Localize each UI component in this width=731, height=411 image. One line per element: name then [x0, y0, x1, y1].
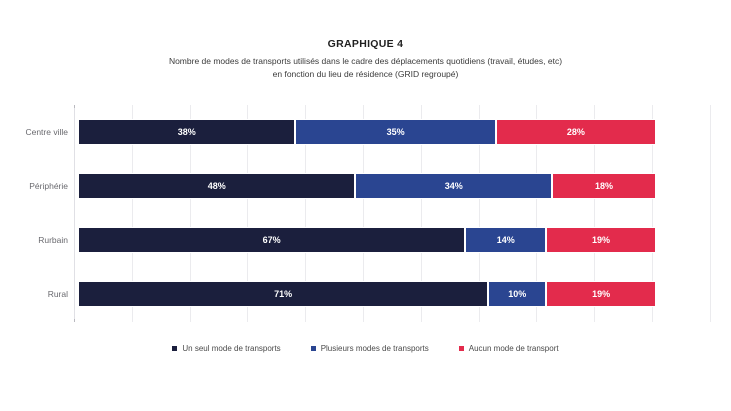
bar-value-label: 71%	[274, 289, 293, 299]
gridline	[131, 105, 133, 322]
chart-subtitle-line2: en fonction du lieu de résidence (GRID r…	[272, 69, 459, 79]
gridline	[536, 105, 538, 322]
bar-segment: 10%	[488, 281, 547, 307]
bar-segment: 67%	[78, 227, 466, 253]
bar-segment: 34%	[355, 173, 552, 199]
chart-title: GRAPHIQUE 4	[327, 38, 404, 50]
bar-value-label: 19%	[592, 235, 611, 245]
category-label: Périphérie	[29, 181, 68, 191]
category-label: Rural	[47, 289, 68, 299]
legend-item: Plusieurs modes de transports	[310, 344, 429, 353]
gridline	[652, 105, 653, 322]
gridline	[189, 105, 191, 322]
gridline	[305, 105, 307, 322]
legend-item: Un seul mode de transports	[172, 344, 281, 353]
bar-segment: 19%	[546, 281, 656, 307]
legend-swatch-icon	[310, 346, 316, 351]
gridline	[594, 105, 596, 322]
category-label: Centre ville	[25, 127, 68, 137]
bar-row: 38% 35% 28%	[78, 119, 656, 145]
bar-segment: 14%	[465, 227, 547, 253]
bar-row: 48% 34% 18%	[78, 173, 656, 199]
bar-value-label: 35%	[386, 127, 405, 137]
bar-value-label: 28%	[566, 127, 585, 137]
bar-segment: 38%	[78, 119, 296, 145]
legend-swatch-icon	[458, 346, 464, 351]
bar-segment: 35%	[295, 119, 496, 145]
gridline	[709, 105, 711, 322]
axis-line	[74, 105, 75, 322]
gridline	[247, 105, 249, 322]
bar-segment: 71%	[78, 281, 489, 307]
bar-value-label: 38%	[177, 127, 196, 137]
bar-value-label: 48%	[207, 181, 226, 191]
chart-bars: 38% 35% 28% 48% 34% 18% 67% 14% 19% 71% 10% 19%	[78, 105, 656, 322]
bar-value-label: 14%	[496, 235, 515, 245]
legend-item-label: Un seul mode de transports	[182, 344, 281, 353]
chart-subtitle: Nombre de modes de transports utilisés d…	[0, 55, 731, 81]
gridline	[478, 105, 480, 322]
chart-category-labels: Centre ville Périphérie Rurbain Rural	[0, 105, 68, 322]
bar-segment: 19%	[546, 227, 656, 253]
gridline	[420, 105, 422, 322]
bar-segment: 18%	[551, 173, 656, 199]
category-label: Rurbain	[38, 235, 68, 245]
bar-segment: 28%	[495, 119, 656, 145]
chart-subtitle-line1: Nombre de modes de transports utilisés d…	[168, 56, 563, 66]
bar-row: 67% 14% 19%	[78, 227, 656, 253]
chart-legend: Un seul mode de transports Plusieurs mode…	[0, 344, 731, 353]
legend-swatch-icon	[172, 346, 178, 351]
bar-value-label: 19%	[592, 289, 611, 299]
legend-item-label: Plusieurs modes de transports	[320, 344, 429, 353]
bar-value-label: 67%	[262, 235, 281, 245]
bar-value-label: 10%	[508, 289, 527, 299]
legend-item: Aucun mode de transport	[458, 344, 559, 353]
bar-segment: 48%	[78, 173, 356, 199]
stacked-bar-chart: 38% 35% 28% 48% 34% 18% 67% 14% 19% 71% 10% 19%	[74, 105, 711, 322]
bar-value-label: 18%	[594, 181, 613, 191]
legend-item-label: Aucun mode de transport	[468, 344, 559, 353]
bar-row: 71% 10% 19%	[78, 281, 656, 307]
bar-value-label: 34%	[444, 181, 463, 191]
gridline	[363, 105, 364, 322]
